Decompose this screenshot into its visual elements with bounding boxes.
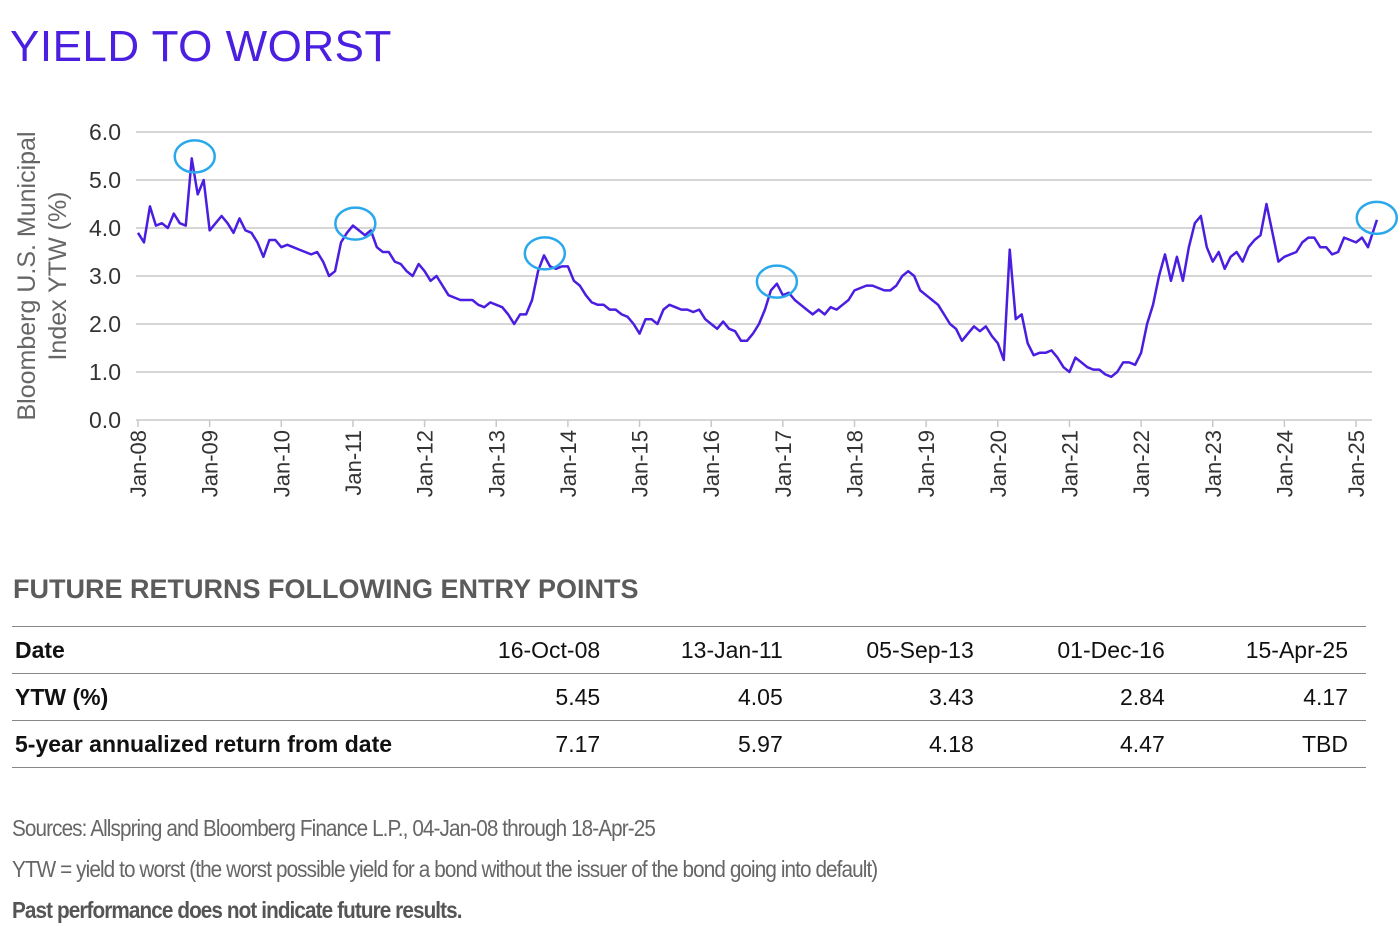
entry-point-highlight — [755, 264, 799, 299]
x-tick-label: Jan-25 — [1344, 430, 1369, 497]
y-tick-label: 4.0 — [89, 215, 121, 241]
table-title: FUTURE RETURNS FOLLOWING ENTRY POINTS — [13, 574, 639, 604]
x-tick-label: Jan-13 — [484, 430, 509, 497]
entry-point-highlight — [1355, 200, 1398, 236]
y-tick-label: 6.0 — [89, 119, 121, 145]
table-row: YTW (%) 5.45 4.05 3.43 2.84 4.17 — [12, 673, 1366, 721]
x-tick-label: Jan-24 — [1272, 430, 1297, 497]
x-tick-label: Jan-09 — [198, 430, 223, 497]
x-tick-label: Jan-16 — [699, 430, 724, 497]
table-row: 5-year annualized return from date 7.17 5.… — [12, 720, 1366, 768]
table-cell: 4.05 — [618, 673, 801, 721]
table-cell: 5.97 — [618, 720, 801, 768]
row-label: YTW (%) — [12, 673, 435, 721]
sources-note: Sources: Allspring and Bloomberg Finance… — [12, 815, 656, 841]
yield-chart: 0.0 1.0 2.0 3.0 4.0 5.0 6.0 Jan-08 Jan-09 Jan-10 J… — [13, 119, 1398, 497]
definition-note: YTW = yield to worst (the worst possible… — [12, 856, 878, 882]
table-cell: 5.45 — [435, 673, 619, 721]
table-cell: 4.18 — [800, 720, 992, 768]
table-row: Date 16-Oct-08 13-Jan-11 05-Sep-13 01-Dec-16… — [12, 626, 1366, 674]
ytw-series-line — [136, 157, 1379, 379]
table-cell: 13-Jan-11 — [618, 626, 801, 674]
x-tick-label: Jan-20 — [986, 430, 1011, 497]
table-cell: 16-Oct-08 — [435, 626, 619, 674]
table-cell: 2.84 — [991, 673, 1183, 721]
returns-table: Date 16-Oct-08 13-Jan-11 05-Sep-13 01-Dec-16… — [12, 626, 1366, 768]
entry-point-highlight — [523, 236, 567, 271]
table-cell: 3.43 — [800, 673, 992, 721]
table-cell: TBD — [1182, 720, 1366, 768]
x-tick-label: Jan-21 — [1057, 430, 1082, 497]
row-label: Date — [12, 626, 435, 674]
entry-point-highlight — [334, 206, 377, 241]
table-cell: 01-Dec-16 — [991, 626, 1183, 674]
x-tick-label: Jan-11 — [341, 430, 366, 496]
table-cell: 7.17 — [435, 720, 619, 768]
x-tick-label: Jan-12 — [413, 430, 438, 497]
y-axis-title: Index YTW (%) — [44, 191, 72, 360]
chart-title: YIELD TO WORST — [10, 22, 392, 71]
table-cell: 15-Apr-25 — [1182, 626, 1366, 674]
table-cell: 4.17 — [1182, 673, 1366, 721]
x-tick-label: Jan-18 — [843, 430, 868, 497]
x-tick-label: Jan-22 — [1129, 430, 1154, 497]
y-tick-label: 0.0 — [89, 407, 121, 433]
disclaimer-note: Past performance does not indicate futur… — [12, 897, 463, 923]
y-tick-label: 5.0 — [89, 167, 121, 193]
y-tick-label: 3.0 — [89, 263, 121, 289]
x-tick-label: Jan-17 — [771, 430, 796, 497]
x-tick-label: Jan-15 — [628, 430, 653, 497]
x-tick-label: Jan-10 — [269, 430, 294, 497]
y-tick-label: 1.0 — [89, 359, 121, 385]
row-label: 5-year annualized return from date — [12, 720, 435, 768]
x-tick-label: Jan-19 — [914, 430, 939, 497]
y-axis-title: Bloomberg U.S. Municipal — [13, 131, 41, 420]
table-cell: 05-Sep-13 — [800, 626, 992, 674]
x-tick-label: Jan-08 — [126, 430, 151, 497]
table-cell: 4.47 — [991, 720, 1183, 768]
x-tick-label: Jan-14 — [556, 430, 581, 497]
x-tick-label: Jan-23 — [1201, 430, 1226, 497]
entry-point-highlight — [173, 139, 216, 174]
y-tick-label: 2.0 — [89, 311, 121, 337]
